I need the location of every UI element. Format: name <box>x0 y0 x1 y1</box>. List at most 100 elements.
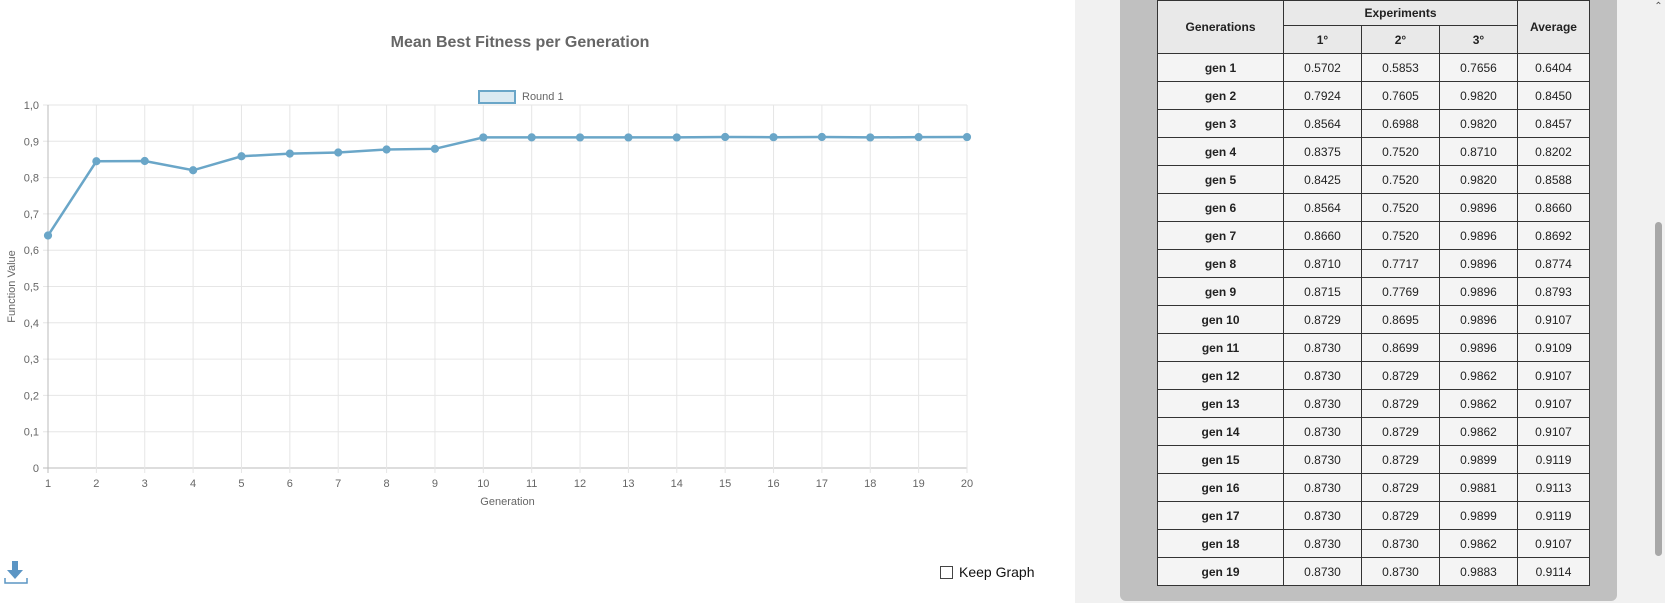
table-cell-e2: 0.6988 <box>1361 109 1440 138</box>
header-experiments: Experiments <box>1283 0 1518 26</box>
table-cell-e3: 0.9820 <box>1439 109 1518 138</box>
x-tick-label: 1 <box>45 478 51 490</box>
x-tick-label: 17 <box>816 478 828 490</box>
table-cell-avg: 0.9119 <box>1517 501 1590 530</box>
table-cell-e2: 0.7769 <box>1361 277 1440 306</box>
table-cell-avg: 0.9109 <box>1517 333 1590 362</box>
data-point[interactable] <box>866 133 875 142</box>
results-table-frame: Generations Experiments Average 1° 2° 3°… <box>1120 0 1617 601</box>
y-tick-label: 0,6 <box>24 245 39 257</box>
y-tick-label: 0,9 <box>24 136 39 148</box>
table-cell-e2: 0.7717 <box>1361 249 1440 278</box>
table-row: gen 15 0.8730 0.8729 0.9899 0.9119 <box>1157 445 1590 474</box>
table-cell-e2: 0.8695 <box>1361 305 1440 334</box>
table-cell-e1: 0.8730 <box>1283 529 1362 558</box>
table-cell-gen: gen 2 <box>1157 81 1284 110</box>
data-point[interactable] <box>43 231 53 240</box>
table-cell-e3: 0.9862 <box>1439 389 1518 418</box>
data-point[interactable] <box>624 133 633 142</box>
table-cell-avg: 0.8774 <box>1517 249 1590 278</box>
table-cell-e3: 0.8710 <box>1439 137 1518 166</box>
y-axis-title: Function Value <box>6 250 18 323</box>
chart-legend[interactable]: Round 1 <box>478 90 564 104</box>
table-cell-e3: 0.7656 <box>1439 53 1518 82</box>
table-cell-avg: 0.8450 <box>1517 81 1590 110</box>
table-cell-e3: 0.9862 <box>1439 529 1518 558</box>
table-cell-avg: 0.8793 <box>1517 277 1590 306</box>
table-row: gen 7 0.8660 0.7520 0.9896 0.8692 <box>1157 221 1590 250</box>
axis-layer: 00,10,20,30,40,50,60,70,80,91,01 2 3 4 5 6 7 8 9… <box>24 100 973 490</box>
data-point[interactable] <box>189 166 198 175</box>
table-row: gen 16 0.8730 0.8729 0.9881 0.9113 <box>1157 473 1590 502</box>
data-point[interactable] <box>285 149 294 158</box>
table-cell-e2: 0.8729 <box>1361 389 1440 418</box>
table-cell-avg: 0.9114 <box>1517 557 1590 586</box>
table-cell-e1: 0.8730 <box>1283 473 1362 502</box>
data-point[interactable] <box>527 133 536 142</box>
table-cell-e2: 0.8730 <box>1361 557 1440 586</box>
table-row: gen 2 0.7924 0.7605 0.9820 0.8450 <box>1157 81 1590 110</box>
download-icon[interactable] <box>4 560 28 584</box>
table-cell-e2: 0.7520 <box>1361 165 1440 194</box>
y-tick-label: 0,3 <box>24 354 39 366</box>
data-point[interactable] <box>914 133 923 142</box>
data-point[interactable] <box>721 132 730 142</box>
table-cell-e2: 0.8699 <box>1361 333 1440 362</box>
table-cell-e1: 0.8730 <box>1283 389 1362 418</box>
x-tick-label: 19 <box>913 478 925 490</box>
table-cell-e1: 0.5702 <box>1283 53 1362 82</box>
data-point[interactable] <box>769 133 778 142</box>
series-layer <box>43 132 972 240</box>
table-cell-gen: gen 8 <box>1157 249 1284 278</box>
y-tick-label: 0,2 <box>24 390 39 402</box>
data-point[interactable] <box>479 133 488 142</box>
x-tick-label: 3 <box>142 478 148 490</box>
y-tick-label: 0,4 <box>24 318 39 330</box>
table-cell-e1: 0.8710 <box>1283 249 1362 278</box>
table-cell-avg: 0.9107 <box>1517 417 1590 446</box>
x-tick-label: 6 <box>287 478 293 490</box>
table-row: gen 3 0.8564 0.6988 0.9820 0.8457 <box>1157 109 1590 138</box>
table-cell-gen: gen 18 <box>1157 529 1284 558</box>
table-cell-e1: 0.8730 <box>1283 501 1362 530</box>
table-row: gen 17 0.8730 0.8729 0.9899 0.9119 <box>1157 501 1590 530</box>
data-point[interactable] <box>672 133 681 142</box>
scroll-thumb[interactable] <box>1655 222 1662 556</box>
table-cell-e2: 0.8729 <box>1361 501 1440 530</box>
x-tick-label: 13 <box>622 478 634 490</box>
data-point[interactable] <box>92 157 101 166</box>
header-experiment-3: 3° <box>1439 25 1518 54</box>
keep-graph-checkbox[interactable] <box>940 565 953 579</box>
table-cell-e2: 0.7605 <box>1361 81 1440 110</box>
data-point[interactable] <box>430 144 440 153</box>
table-row: gen 13 0.8730 0.8729 0.9862 0.9107 <box>1157 389 1590 418</box>
table-cell-avg: 0.9119 <box>1517 445 1590 474</box>
table-cell-gen: gen 4 <box>1157 137 1284 166</box>
data-point[interactable] <box>962 132 972 142</box>
table-cell-gen: gen 19 <box>1157 557 1284 586</box>
table-cell-avg: 0.9107 <box>1517 361 1590 390</box>
scrollbar[interactable]: ⌃ <box>1652 0 1665 603</box>
data-point[interactable] <box>817 132 826 142</box>
table-cell-avg: 0.8588 <box>1517 165 1590 194</box>
data-point[interactable] <box>334 148 343 157</box>
keep-graph-toggle[interactable]: Keep Graph <box>940 564 1035 580</box>
scroll-up-icon[interactable]: ⌃ <box>1654 1 1663 12</box>
x-tick-label: 10 <box>477 478 489 490</box>
results-body: gen 1 0.5702 0.5853 0.7656 0.6404 gen 2 0.7924… <box>1157 53 1590 586</box>
table-cell-gen: gen 7 <box>1157 221 1284 250</box>
table-cell-e3: 0.9820 <box>1439 165 1518 194</box>
table-cell-e3: 0.9881 <box>1439 473 1518 502</box>
data-point[interactable] <box>237 152 246 161</box>
data-point[interactable] <box>575 133 585 142</box>
table-cell-e2: 0.5853 <box>1361 53 1440 82</box>
table-cell-e1: 0.8564 <box>1283 193 1362 222</box>
series-line <box>46 135 968 237</box>
x-tick-label: 20 <box>961 478 973 490</box>
y-tick-label: 0,8 <box>24 173 39 185</box>
table-cell-e2: 0.8729 <box>1361 445 1440 474</box>
data-point[interactable] <box>140 156 149 166</box>
keep-graph-label: Keep Graph <box>959 564 1035 580</box>
x-tick-label: 9 <box>432 478 438 490</box>
data-point[interactable] <box>382 145 391 154</box>
